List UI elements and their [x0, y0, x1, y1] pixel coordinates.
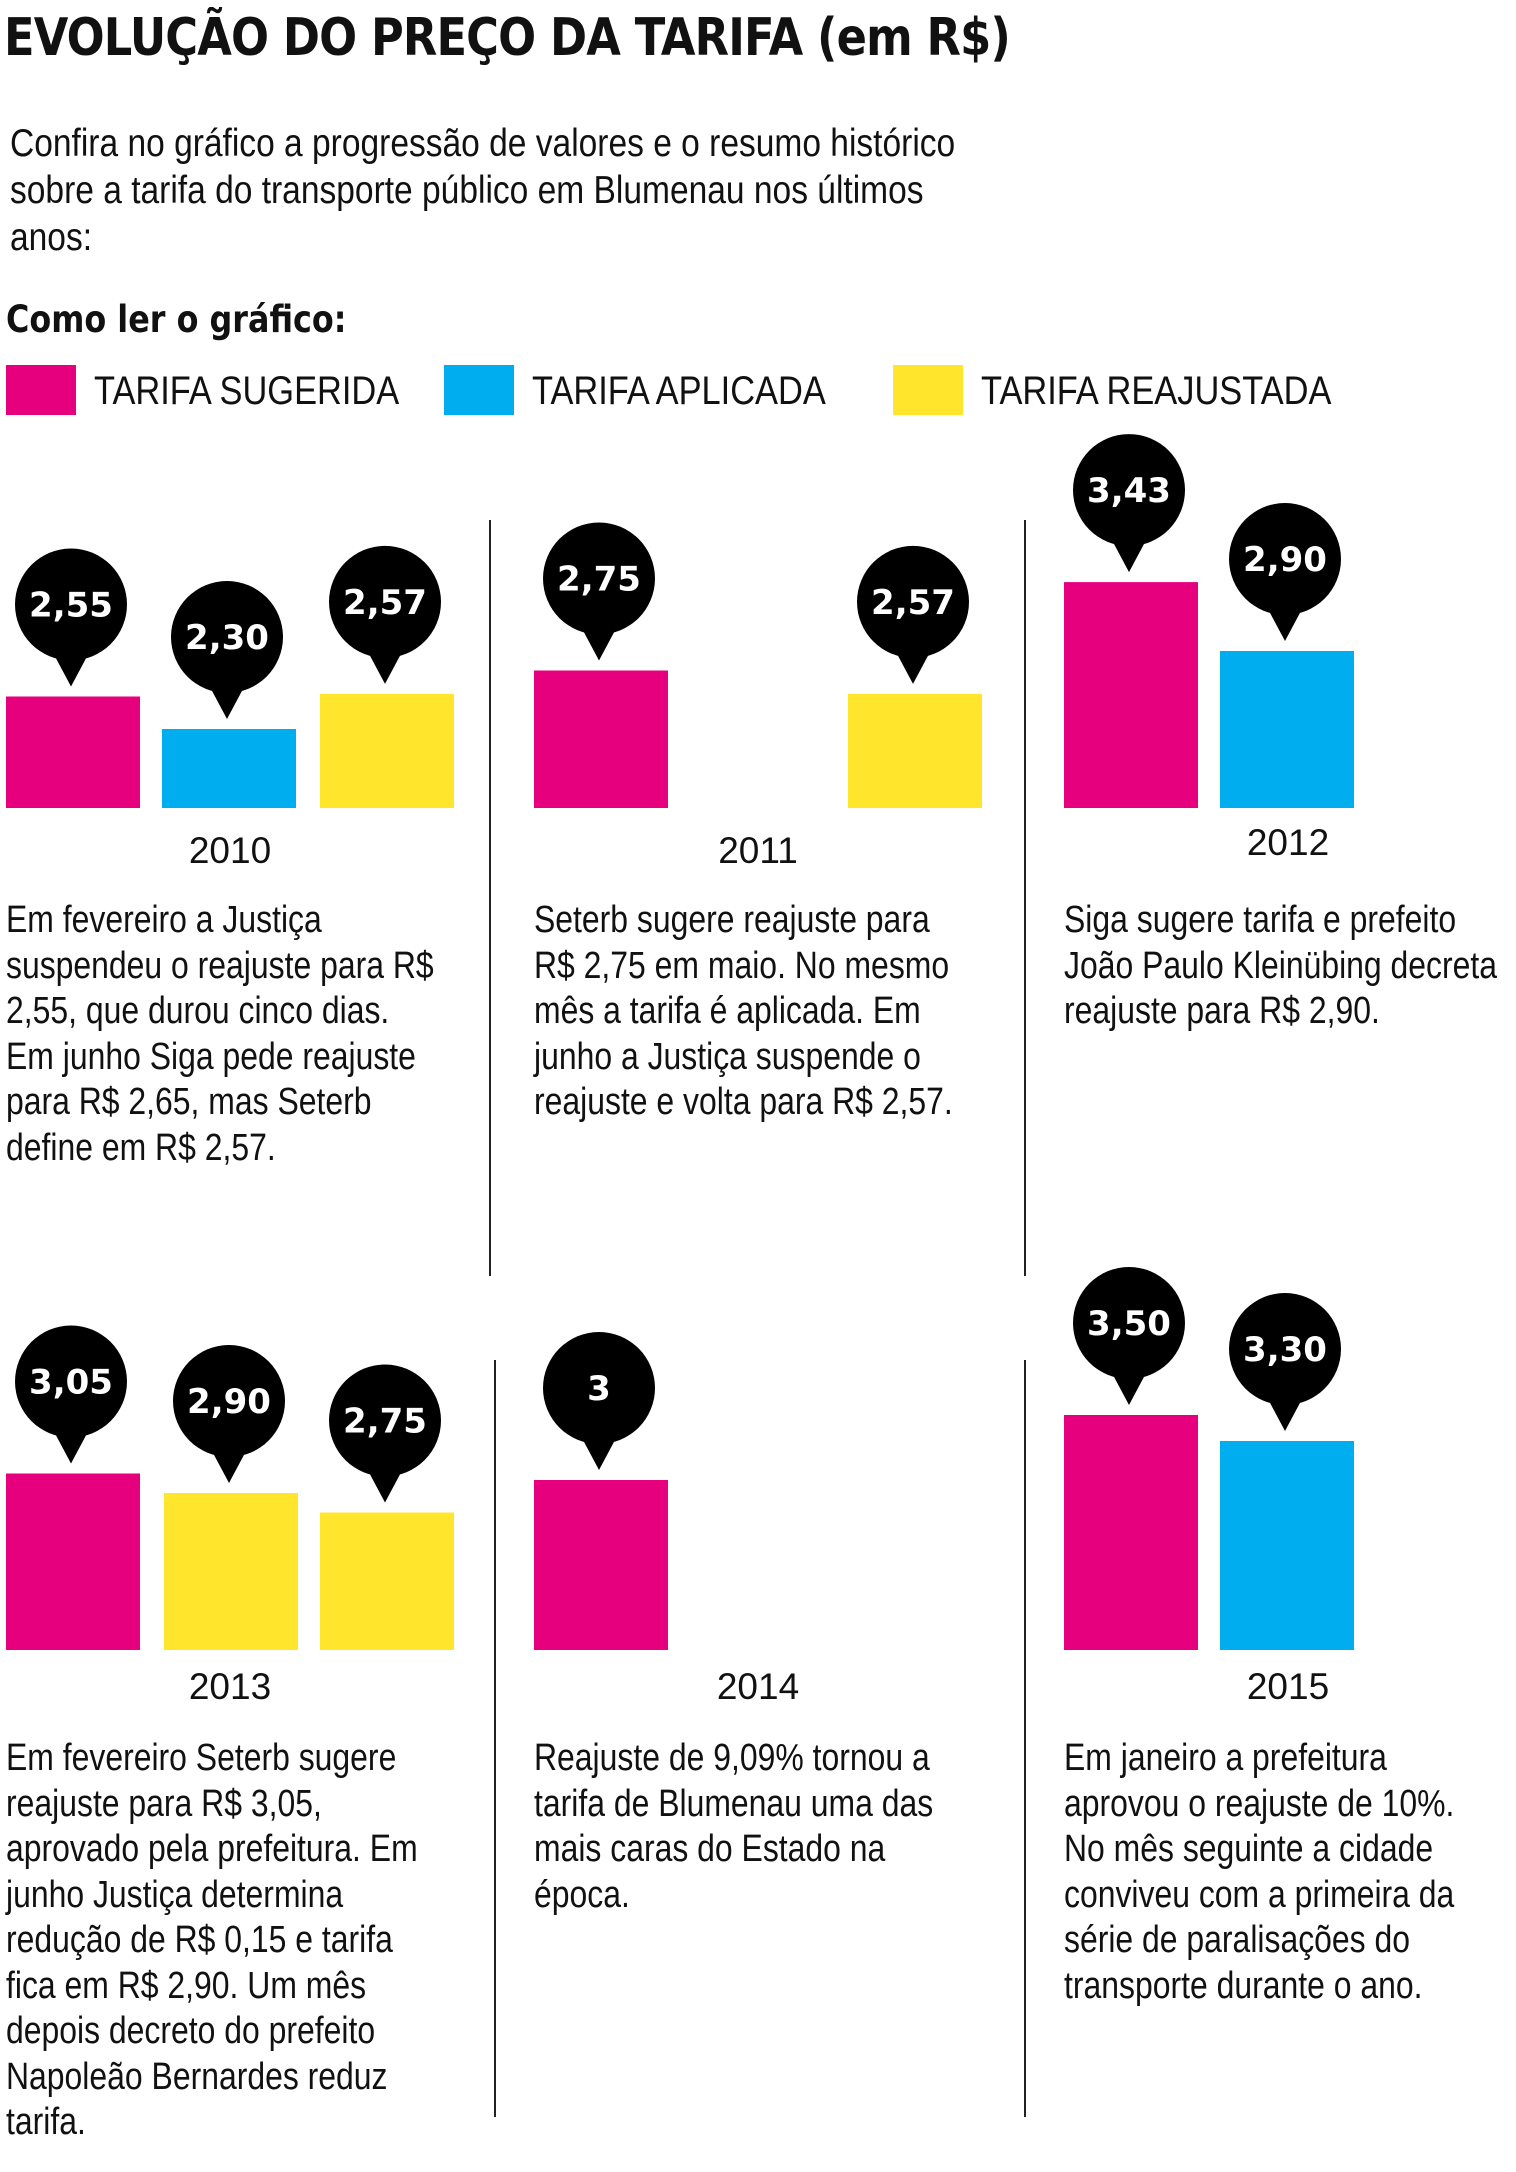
legend-label-reajustada: TARIFA REAJUSTADA — [981, 369, 1332, 413]
marker-circle — [15, 548, 127, 661]
divider — [489, 520, 491, 1276]
data-label: 3 — [587, 1369, 611, 1409]
data-label: 2,75 — [557, 560, 641, 600]
marker-circle — [173, 1345, 285, 1457]
marker-circle — [1073, 434, 1185, 547]
year-label: 2011 — [718, 830, 798, 871]
data-label: 2,75 — [343, 1402, 427, 1442]
divider — [1024, 520, 1026, 1276]
marker-pointer — [1269, 611, 1301, 641]
bar-2011-1 — [534, 670, 668, 808]
marker-circle — [1073, 1267, 1185, 1379]
bar-2011-2 — [848, 693, 982, 808]
marker-circle — [543, 522, 655, 635]
year-description: Siga sugere tarifa e prefeito João Paulo… — [1064, 899, 1498, 1032]
marker-pointer — [211, 689, 243, 719]
year-label: 2015 — [1246, 1666, 1330, 1707]
year-panel-2013: 3,05 2,90 2,75 2013 Em fevereiro Seterb su… — [6, 1325, 466, 2172]
legend-swatch-sugerida — [6, 365, 76, 415]
year-description: Reajuste de 9,09% tornou a tarifa de Blu… — [534, 1737, 934, 1916]
bar-2015-1 — [1064, 1415, 1198, 1650]
legend-label-aplicada: TARIFA APLICADA — [532, 369, 826, 413]
marker-circle — [857, 545, 969, 658]
data-label: 2,30 — [185, 618, 269, 658]
bar-2013-3 — [320, 1512, 454, 1650]
marker-pointer — [213, 1453, 245, 1483]
bars-2011: 2,75 2,57 — [534, 522, 982, 808]
intro-text: Confira no gráfico a progressão de valor… — [10, 122, 956, 259]
legend-heading: Como ler o gráfico: — [6, 298, 347, 341]
year-description: Em fevereiro a Justiça suspendeu o reaju… — [6, 899, 434, 1169]
year-label: 2014 — [716, 1666, 800, 1707]
bar-2014-1 — [534, 1480, 668, 1650]
bar-2010-1 — [6, 696, 140, 808]
marker-pointer — [369, 653, 401, 684]
bar-2015-2 — [1220, 1441, 1354, 1650]
marker-pointer — [55, 1433, 87, 1464]
marker-pointer — [1269, 1401, 1301, 1431]
marker-circle — [329, 1364, 441, 1477]
legend-swatch-reajustada — [893, 365, 963, 415]
data-label: 3,30 — [1243, 1330, 1327, 1370]
year-panel-2012: 3,43 2,90 2012 Siga sugere tarifa e prefe… — [1064, 434, 1516, 1330]
year-panel-2015: 3,50 3,30 2015 Em janeiro a prefeitura ap… — [1064, 1267, 1516, 2172]
bar-2010-3 — [320, 693, 454, 808]
data-label: 2,57 — [343, 583, 427, 623]
divider — [494, 1360, 496, 2117]
bar-2013-2 — [164, 1493, 298, 1650]
year-label: 2013 — [188, 1666, 272, 1707]
bars-2014: 3 — [534, 1332, 668, 1650]
data-label: 2,90 — [187, 1382, 271, 1422]
bar-2010-2 — [162, 729, 296, 808]
bars-2015: 3,50 3,30 — [1064, 1267, 1354, 1650]
marker-pointer — [583, 1440, 615, 1470]
marker-pointer — [1113, 542, 1145, 573]
marker-circle — [15, 1325, 127, 1438]
bars-2010: 2,55 2,30 2,57 — [6, 545, 454, 808]
marker-circle — [1229, 1293, 1341, 1405]
legend-label-sugerida: TARIFA SUGERIDA — [94, 369, 400, 413]
data-label: 2,55 — [29, 586, 113, 626]
bar-2012-2 — [1220, 651, 1354, 808]
marker-pointer — [897, 653, 929, 684]
year-description: Em janeiro a prefeitura aprovou o reajus… — [1064, 1737, 1455, 2007]
year-description: Em fevereiro Seterb sugere reajuste para… — [6, 1737, 418, 2143]
data-label: 3,43 — [1087, 471, 1171, 511]
year-label: 2012 — [1246, 822, 1330, 863]
data-label: 3,50 — [1087, 1304, 1171, 1344]
bars-2012: 3,43 2,90 — [1064, 434, 1354, 808]
year-panel-2010: 2,55 2,30 2,57 2010 Em fevereiro a Justiça… — [6, 510, 466, 1330]
year-description: Seterb sugere reajuste para R$ 2,75 em m… — [534, 899, 953, 1123]
data-label: 3,05 — [29, 1363, 113, 1403]
marker-pointer — [1113, 1375, 1145, 1405]
marker-circle — [329, 545, 441, 658]
marker-circle — [543, 1332, 655, 1444]
data-label: 2,57 — [871, 583, 955, 623]
page-title: EVOLUÇÃO DO PREÇO DA TARIFA (em R$) — [4, 8, 1011, 68]
marker-circle — [171, 581, 283, 693]
year-panel-2011: 2,75 2,57 2011 Seterb sugere reajuste par… — [534, 510, 994, 1330]
marker-pointer — [55, 656, 87, 687]
year-label: 2010 — [188, 830, 272, 871]
divider — [1024, 1360, 1026, 2117]
bar-2013-1 — [6, 1473, 140, 1650]
year-panel-2014: 3 2014 Reajuste de 9,09% tornou a tarifa… — [534, 1332, 994, 2172]
bars-2013: 3,05 2,90 2,75 — [6, 1325, 454, 1650]
data-label: 2,90 — [1243, 540, 1327, 580]
marker-pointer — [369, 1472, 401, 1503]
bar-2012-1 — [1064, 582, 1198, 808]
marker-circle — [1229, 503, 1341, 615]
legend-swatch-aplicada — [444, 365, 514, 415]
marker-pointer — [583, 630, 615, 661]
